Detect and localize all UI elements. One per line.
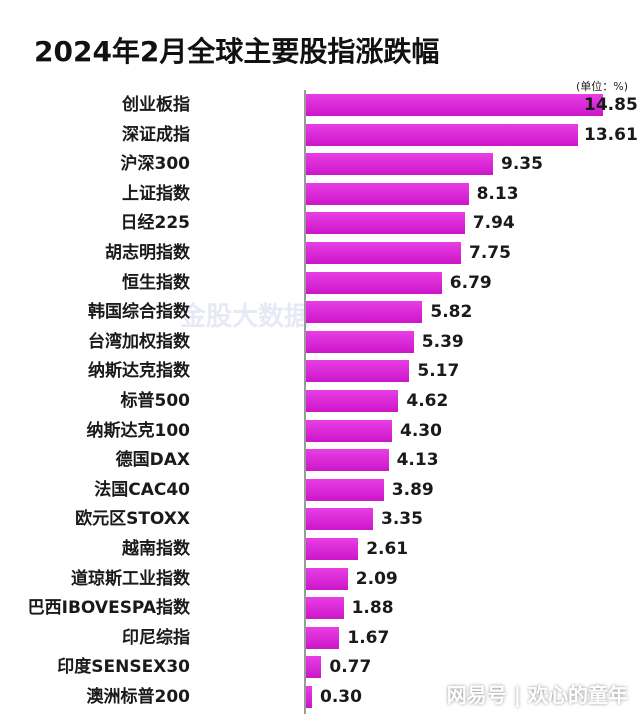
bar — [306, 597, 344, 620]
value-label: 3.89 — [391, 479, 434, 500]
category-label: 越南指数 — [122, 539, 190, 559]
chart-title: 2024年2月全球主要股指涨跌幅 — [34, 35, 440, 68]
category-label: 标普500 — [120, 391, 191, 411]
value-label: 2.09 — [355, 568, 398, 589]
bar — [306, 419, 392, 442]
value-label: 3.35 — [381, 509, 423, 530]
bar — [306, 478, 384, 501]
value-label: 8.13 — [476, 183, 519, 204]
category-label: 印尼综指 — [122, 627, 190, 648]
category-label: 纳斯达克指数 — [88, 361, 190, 382]
category-label: 沪深300 — [120, 154, 191, 175]
category-label: 德国DAX — [115, 450, 190, 471]
watermark: 金股大数据 — [180, 302, 311, 332]
value-label: 5.17 — [417, 361, 460, 382]
bar — [306, 390, 399, 412]
footer-credit: 网易号 | 欢心的童年 — [446, 683, 628, 707]
category-label: 韩国综合指数 — [88, 302, 190, 323]
value-label: 9.35 — [501, 154, 543, 175]
bar — [306, 626, 340, 649]
bar — [306, 330, 414, 353]
category-label: 澳洲标普200 — [86, 687, 191, 707]
bar — [306, 123, 579, 146]
category-label: 深证成指 — [122, 124, 190, 145]
bar — [306, 449, 389, 472]
bar — [306, 656, 322, 679]
axis-line — [304, 90, 306, 714]
bar — [306, 567, 348, 590]
bar — [306, 301, 423, 324]
bar — [306, 153, 493, 176]
bar — [306, 182, 469, 205]
bar — [306, 538, 359, 560]
value-label: 2.61 — [366, 539, 409, 559]
value-label: 13.61 — [584, 124, 638, 145]
category-label: 巴西IBOVESPA指数 — [27, 598, 190, 619]
category-label: 纳斯达克100 — [86, 420, 191, 441]
value-label: 6.79 — [449, 272, 492, 293]
value-label: 4.13 — [396, 450, 439, 471]
category-label: 创业板指 — [122, 95, 190, 115]
value-label: 4.30 — [400, 420, 442, 441]
value-label: 0.30 — [320, 687, 362, 707]
value-label: 4.62 — [406, 391, 449, 411]
category-label: 法国CAC40 — [94, 479, 190, 500]
bar — [306, 271, 442, 294]
bar — [306, 212, 465, 235]
value-label: 14.85 — [584, 95, 638, 115]
bar — [306, 242, 461, 264]
value-label: 5.82 — [430, 302, 473, 323]
value-label: 7.94 — [472, 213, 515, 234]
category-label: 胡志明指数 — [105, 243, 190, 263]
category-label: 恒生指数 — [122, 272, 190, 293]
value-label: 0.77 — [329, 657, 372, 678]
unit-note: (单位：%) — [575, 80, 628, 93]
value-label: 5.39 — [421, 331, 464, 352]
bar — [306, 360, 410, 383]
category-label: 欧元区STOXX — [75, 509, 190, 530]
category-label: 印度SENSEX30 — [57, 657, 190, 678]
category-label: 日经225 — [120, 213, 191, 234]
category-label: 台湾加权指数 — [88, 331, 190, 352]
category-label: 道琼斯工业指数 — [71, 568, 190, 589]
bar — [306, 94, 603, 116]
category-label: 上证指数 — [122, 183, 190, 204]
value-label: 1.88 — [351, 598, 394, 619]
value-label: 1.67 — [347, 627, 390, 648]
bar — [306, 508, 373, 531]
value-label: 7.75 — [469, 243, 511, 263]
bar — [306, 686, 312, 708]
